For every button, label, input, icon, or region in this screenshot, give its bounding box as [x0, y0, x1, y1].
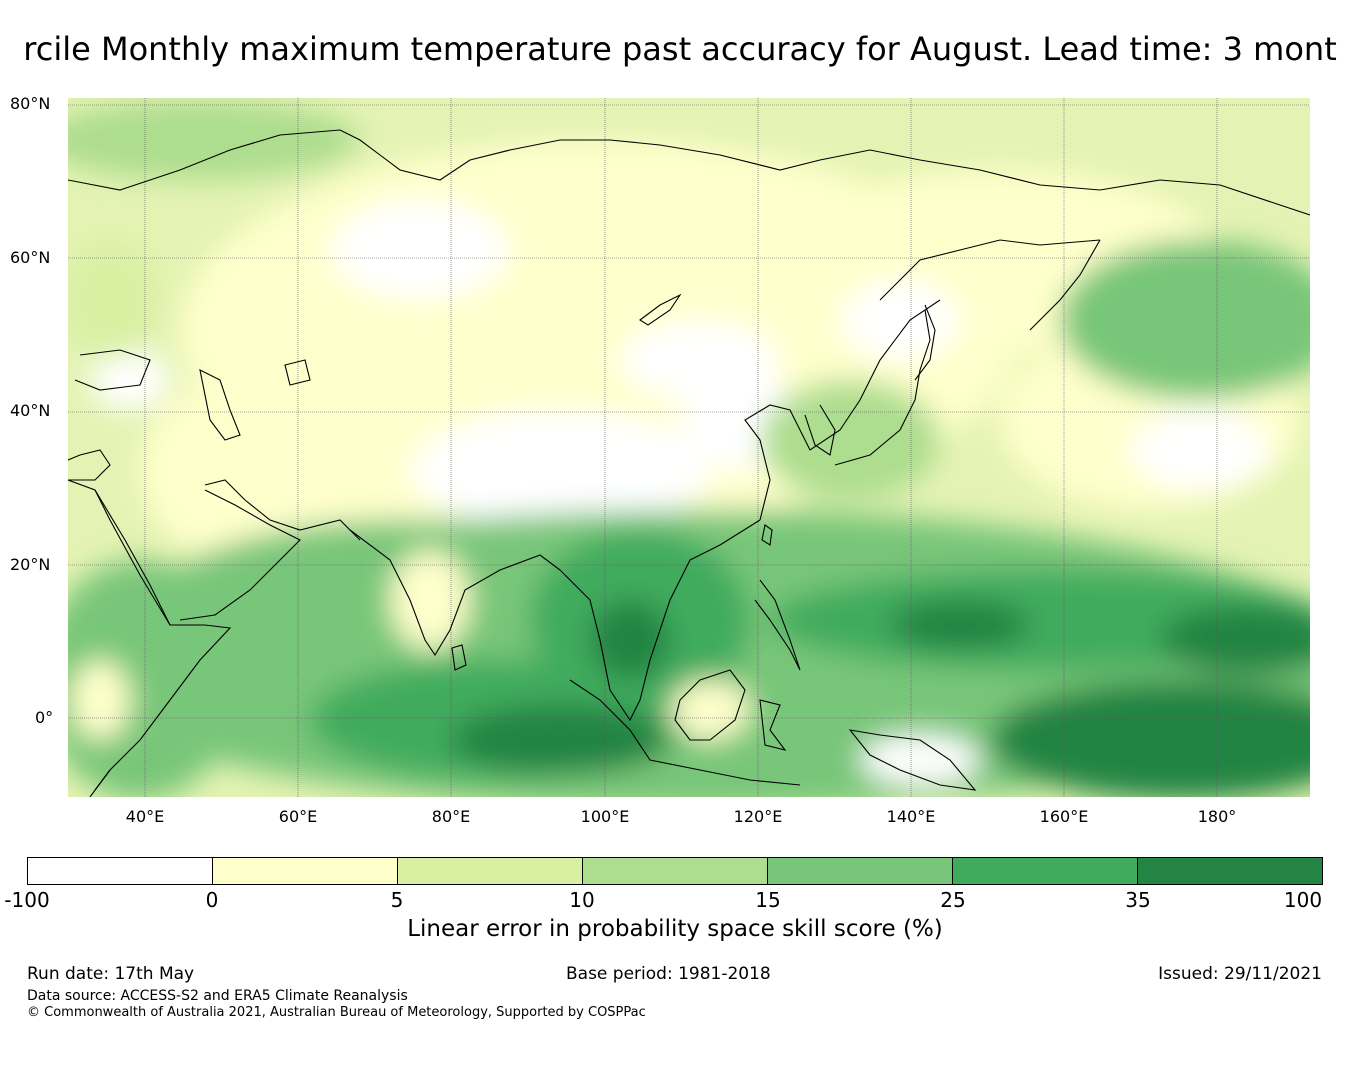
colorbar-segment — [398, 858, 583, 884]
issued-date: Issued: 29/11/2021 — [1158, 964, 1322, 984]
colorbar-label: Linear error in probability space skill … — [407, 916, 943, 942]
skill-zones — [68, 100, 1310, 797]
lon-label-140e: 140°E — [886, 807, 936, 826]
colorbar-segment — [1138, 858, 1322, 884]
colorbar — [27, 857, 1323, 885]
lon-label-100e: 100°E — [580, 807, 630, 826]
colorbar-tick: 15 — [755, 888, 781, 912]
coastlines — [68, 129, 1310, 797]
skill-zone-low — [670, 680, 750, 740]
lon-label-80e: 80°E — [431, 807, 471, 826]
map-plot-area — [68, 98, 1310, 797]
skill-zone-moderate — [68, 100, 360, 180]
skill-zone-highest — [1160, 605, 1310, 675]
base-period: Base period: 1981-2018 — [566, 964, 771, 984]
colorbar-tick: 100 — [1283, 888, 1323, 912]
lon-label-180: 180° — [1197, 807, 1237, 826]
skill-zone-moderate — [68, 240, 160, 360]
skill-zone-negative — [330, 200, 510, 300]
colorbar-segment — [768, 858, 953, 884]
lat-label-80n: 80°N — [10, 94, 51, 113]
lat-label-0: 0° — [35, 708, 54, 727]
skill-zone-negative — [410, 410, 710, 530]
colorbar-tick: 5 — [390, 888, 404, 912]
lon-label-40e: 40°E — [125, 807, 165, 826]
skill-zone-negative — [840, 280, 960, 360]
colorbar-tick: -100 — [4, 888, 50, 912]
colorbar-segment — [213, 858, 398, 884]
skill-zone-negative — [90, 350, 170, 410]
skill-zone-negative — [1130, 410, 1270, 490]
copyright: © Commonwealth of Australia 2021, Austra… — [27, 1005, 646, 1020]
colorbar-segment — [28, 858, 213, 884]
skill-zone-highest — [990, 680, 1310, 797]
colorbar-segment — [953, 858, 1138, 884]
skill-zone-highest — [890, 600, 1030, 650]
colorbar-tick: 25 — [940, 888, 966, 912]
skill-zone-low — [390, 550, 470, 650]
skill-zone-highest — [450, 705, 670, 775]
skill-zone-good — [68, 560, 240, 797]
lat-label-60n: 60°N — [10, 248, 51, 267]
colorbar-segment — [583, 858, 768, 884]
lat-label-40n: 40°N — [10, 401, 51, 420]
skill-zone-moderate — [760, 380, 940, 500]
data-source: Data source: ACCESS-S2 and ERA5 Climate … — [27, 988, 408, 1004]
lon-label-60e: 60°E — [278, 807, 318, 826]
lon-label-120e: 120°E — [733, 807, 783, 826]
lon-label-160e: 160°E — [1039, 807, 1089, 826]
skill-score-map — [68, 98, 1310, 797]
skill-zone-negative — [860, 735, 980, 785]
skill-zone-good — [1060, 240, 1310, 400]
map-title: rcile Monthly maximum temperature past a… — [23, 30, 1337, 68]
colorbar-tick: 10 — [569, 888, 595, 912]
lat-label-20n: 20°N — [10, 555, 51, 574]
colorbar-tick: 0 — [205, 888, 219, 912]
skill-zone-highest — [590, 600, 670, 680]
colorbar-tick: 35 — [1125, 888, 1151, 912]
skill-zone-low — [70, 660, 130, 740]
map-gridlines — [68, 98, 1310, 797]
run-date: Run date: 17th May — [27, 964, 195, 984]
